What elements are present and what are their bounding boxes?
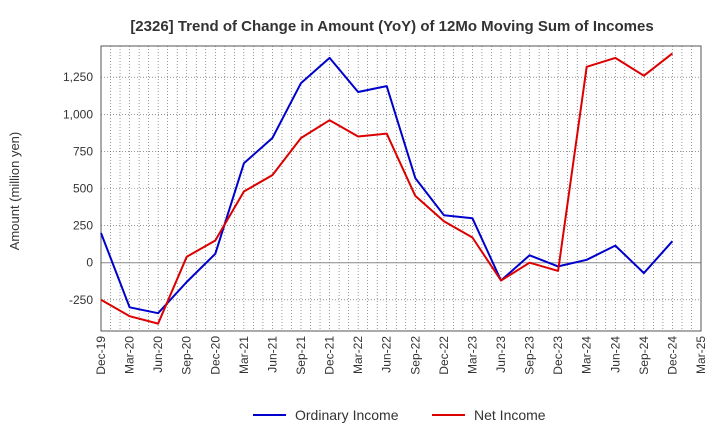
y-tick-label: 750 (73, 144, 93, 158)
plot-border (100, 45, 702, 332)
y-axis-label: Amount (million yen) (7, 132, 22, 251)
series-line-net-income (100, 52, 674, 325)
legend-label-ordinary-income: Ordinary Income (295, 407, 399, 423)
x-tick-label: Sep-23 (523, 336, 537, 375)
x-tick-label: Jun-24 (608, 336, 622, 373)
legend-label-net-income: Net Income (474, 407, 546, 423)
x-tick-label: Sep-24 (637, 336, 651, 375)
y-tick-label: 1,250 (63, 70, 93, 84)
x-tick-label: Jun-21 (265, 336, 279, 373)
x-tick-label: Dec-21 (323, 336, 337, 375)
x-tick-label: Jun-23 (494, 336, 508, 373)
x-tick-label: Dec-23 (551, 336, 565, 375)
x-tick-label: Dec-20 (208, 336, 222, 375)
x-tick-label: Mar-20 (123, 336, 137, 374)
x-tick-label: Mar-24 (580, 336, 594, 374)
x-tick-label: Mar-23 (465, 336, 479, 374)
y-tick-label: 500 (73, 182, 93, 196)
x-tick-label: Dec-22 (437, 336, 451, 375)
x-tick-label: Sep-20 (180, 336, 194, 375)
x-tick-label: Sep-22 (408, 336, 422, 375)
y-tick-label: 0 (86, 256, 93, 270)
x-tick-label: Sep-21 (294, 336, 308, 375)
y-tick-label: 250 (73, 219, 93, 233)
series-line-ordinary-income (100, 56, 674, 315)
x-tick-label: Dec-24 (665, 336, 679, 375)
x-tick-label: Jun-20 (151, 336, 165, 373)
x-tick-label: Jun-22 (380, 336, 394, 373)
x-tick-label: Dec-19 (94, 336, 108, 375)
legend: Ordinary Income Net Income (253, 407, 546, 423)
y-tick-label: 1,000 (63, 107, 93, 121)
x-tick-label: Mar-21 (237, 336, 251, 374)
x-tick-label: Mar-25 (694, 336, 708, 374)
x-tick-label: Mar-22 (351, 336, 365, 374)
plot-area: -250 0 250 500 750 1,000 1,250 Dec-19 Mar-20 Jun-… (63, 45, 708, 375)
y-tick-label: -250 (69, 293, 93, 307)
chart-title: [2326] Trend of Change in Amount (YoY) o… (130, 18, 653, 35)
